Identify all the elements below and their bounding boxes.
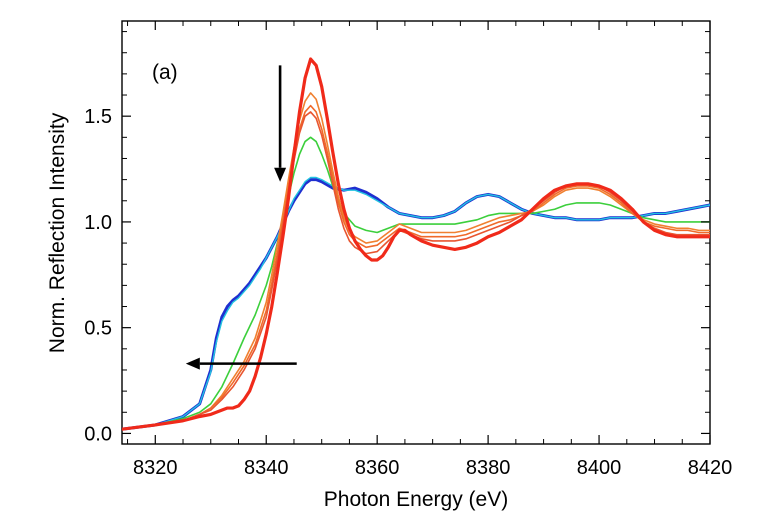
tick-layer: 8320 8340 8360 8380 8400 8420 0.0 0.5 1.0 1.5 — [84, 21, 732, 479]
series-line-6 — [122, 111, 710, 430]
arrow-down-icon — [274, 65, 287, 182]
plot-frame — [121, 20, 711, 445]
series-line-2 — [122, 176, 710, 430]
x-axis-title: Photon Energy (eV) — [324, 488, 508, 511]
y-axis-title: Norm. Reflection Intensity — [46, 112, 69, 353]
x-tick-label: 8340 — [244, 457, 289, 479]
arrow-left-icon — [185, 357, 297, 370]
panel-label: (a) — [152, 61, 178, 84]
series-line-3 — [122, 136, 710, 430]
x-tick-label: 8400 — [577, 457, 622, 479]
series-line-5 — [122, 104, 710, 430]
annotation-layer — [185, 65, 297, 370]
y-tick-label: 0.5 — [84, 318, 112, 340]
series-line-7 — [122, 57, 710, 431]
x-tick-label: 8380 — [466, 457, 511, 479]
series-layer — [122, 57, 710, 431]
x-tick-label: 8320 — [133, 457, 178, 479]
y-tick-label: 1.0 — [84, 212, 112, 234]
x-tick-label: 8420 — [688, 457, 733, 479]
y-tick-label: 1.5 — [84, 106, 112, 128]
x-tick-label: 8360 — [355, 457, 400, 479]
plot-area: 8320 8340 8360 8380 8400 8420 0.0 0.5 1.0 1.5 — [84, 20, 732, 479]
y-tick-label: 0.0 — [84, 423, 112, 445]
series-line-4 — [122, 92, 710, 430]
